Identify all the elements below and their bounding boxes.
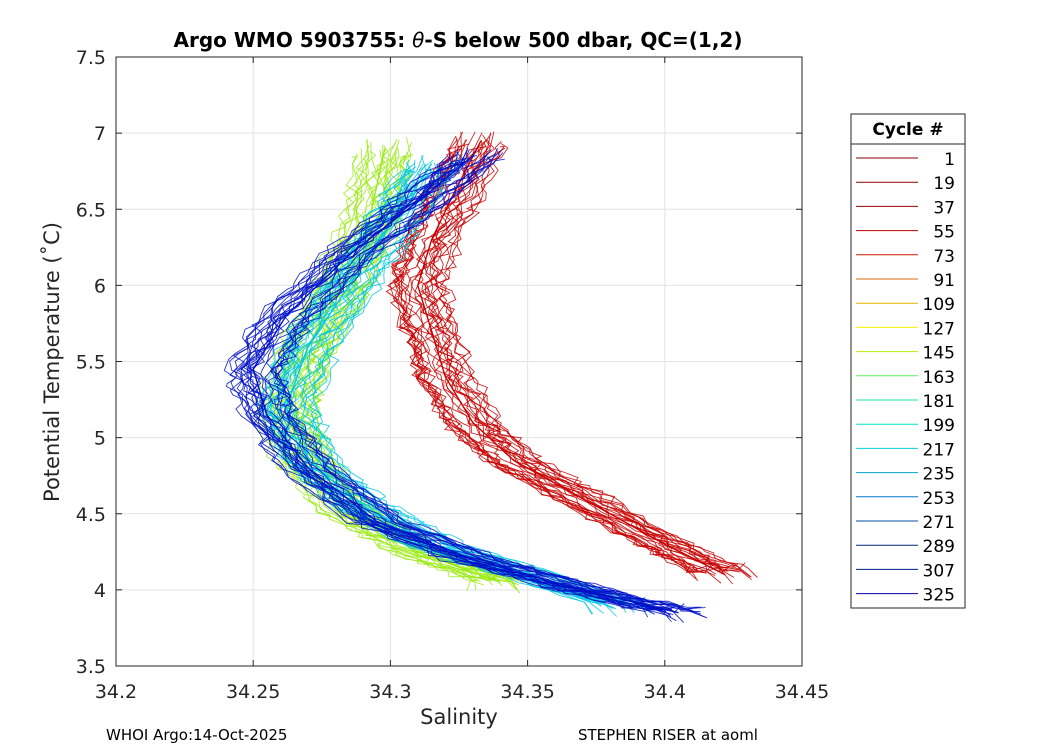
y-tick-label: 5 bbox=[94, 428, 106, 450]
series-3 bbox=[253, 155, 655, 617]
series-line bbox=[302, 159, 638, 606]
series-line bbox=[431, 132, 746, 570]
series-mean-line bbox=[417, 140, 726, 576]
legend-label: 307 bbox=[923, 561, 955, 581]
legend-label: 73 bbox=[933, 247, 955, 267]
legend-box bbox=[850, 113, 966, 609]
series-line bbox=[429, 139, 741, 571]
series-line bbox=[248, 148, 676, 612]
y-tick-label: 7.5 bbox=[76, 47, 106, 69]
legend-label: 1 bbox=[944, 150, 955, 170]
series-line bbox=[421, 140, 729, 572]
footer-right: STEPHEN RISER at aoml bbox=[578, 726, 758, 744]
legend-label: 217 bbox=[923, 440, 955, 460]
x-tick-label: 34.4 bbox=[644, 681, 686, 703]
legend-label: 55 bbox=[933, 223, 955, 243]
x-axis-label: Salinity bbox=[420, 705, 498, 729]
series-line bbox=[273, 158, 708, 619]
x-tick-label: 34.3 bbox=[369, 681, 411, 703]
legend-label: 271 bbox=[923, 513, 955, 533]
legend-label: 181 bbox=[923, 392, 955, 412]
legend-label: 199 bbox=[923, 416, 955, 436]
axis-ticks: 34.2 34.25 34.3 34.35 34.4 34.45 3.5 4 4.5 5 5.5 6 6… bbox=[76, 47, 829, 703]
legend-label: 91 bbox=[933, 271, 955, 291]
y-axis-label: Potential Temperature (˚C) bbox=[40, 222, 64, 502]
series-line bbox=[232, 153, 661, 612]
y-tick-label: 4 bbox=[94, 580, 106, 602]
legend-label: 253 bbox=[923, 489, 955, 509]
legend-label: 289 bbox=[923, 537, 955, 557]
y-tick-label: 4.5 bbox=[76, 504, 106, 526]
trace-group bbox=[223, 131, 758, 623]
series-line bbox=[230, 158, 655, 615]
legend-label: 109 bbox=[923, 295, 955, 315]
chart-title: Argo WMO 5903755: θ-S below 500 dbar, QC… bbox=[174, 28, 743, 52]
legend: Cycle # 1 19 37 55 73 91 109 127 145 163 181 199 217… bbox=[850, 113, 966, 609]
series-line bbox=[246, 159, 674, 616]
y-tick-label: 5.5 bbox=[76, 352, 106, 374]
series-4 bbox=[223, 147, 708, 623]
x-tick-label: 34.35 bbox=[500, 681, 554, 703]
footer-left: WHOI Argo:14-Oct-2025 bbox=[106, 726, 287, 744]
y-tick-label: 6.5 bbox=[76, 199, 106, 221]
x-tick-label: 34.45 bbox=[775, 681, 829, 703]
series-mean-line bbox=[252, 155, 679, 614]
series-line bbox=[431, 142, 751, 578]
series-line bbox=[434, 140, 752, 578]
legend-label: 127 bbox=[923, 319, 955, 339]
series-line bbox=[404, 131, 720, 571]
x-tick-label: 34.25 bbox=[226, 681, 280, 703]
legend-entries: 1 19 37 55 73 91 109 127 145 163 181 199 217 235 253 27… bbox=[856, 150, 955, 606]
x-tick-label: 34.2 bbox=[95, 681, 137, 703]
legend-label: 163 bbox=[923, 368, 955, 388]
legend-label: 37 bbox=[933, 198, 955, 218]
series-line bbox=[398, 143, 716, 577]
series-line bbox=[310, 156, 643, 600]
legend-label: 325 bbox=[923, 586, 955, 606]
series-line bbox=[264, 153, 693, 612]
legend-title: Cycle # bbox=[872, 120, 943, 140]
legend-label: 235 bbox=[923, 465, 955, 485]
series-line bbox=[424, 134, 741, 573]
y-tick-label: 6 bbox=[94, 275, 106, 297]
legend-label: 145 bbox=[923, 344, 955, 364]
y-tick-label: 3.5 bbox=[76, 656, 106, 678]
series-line bbox=[268, 156, 702, 615]
y-tick-label: 7 bbox=[94, 123, 106, 145]
legend-label: 19 bbox=[933, 174, 955, 194]
